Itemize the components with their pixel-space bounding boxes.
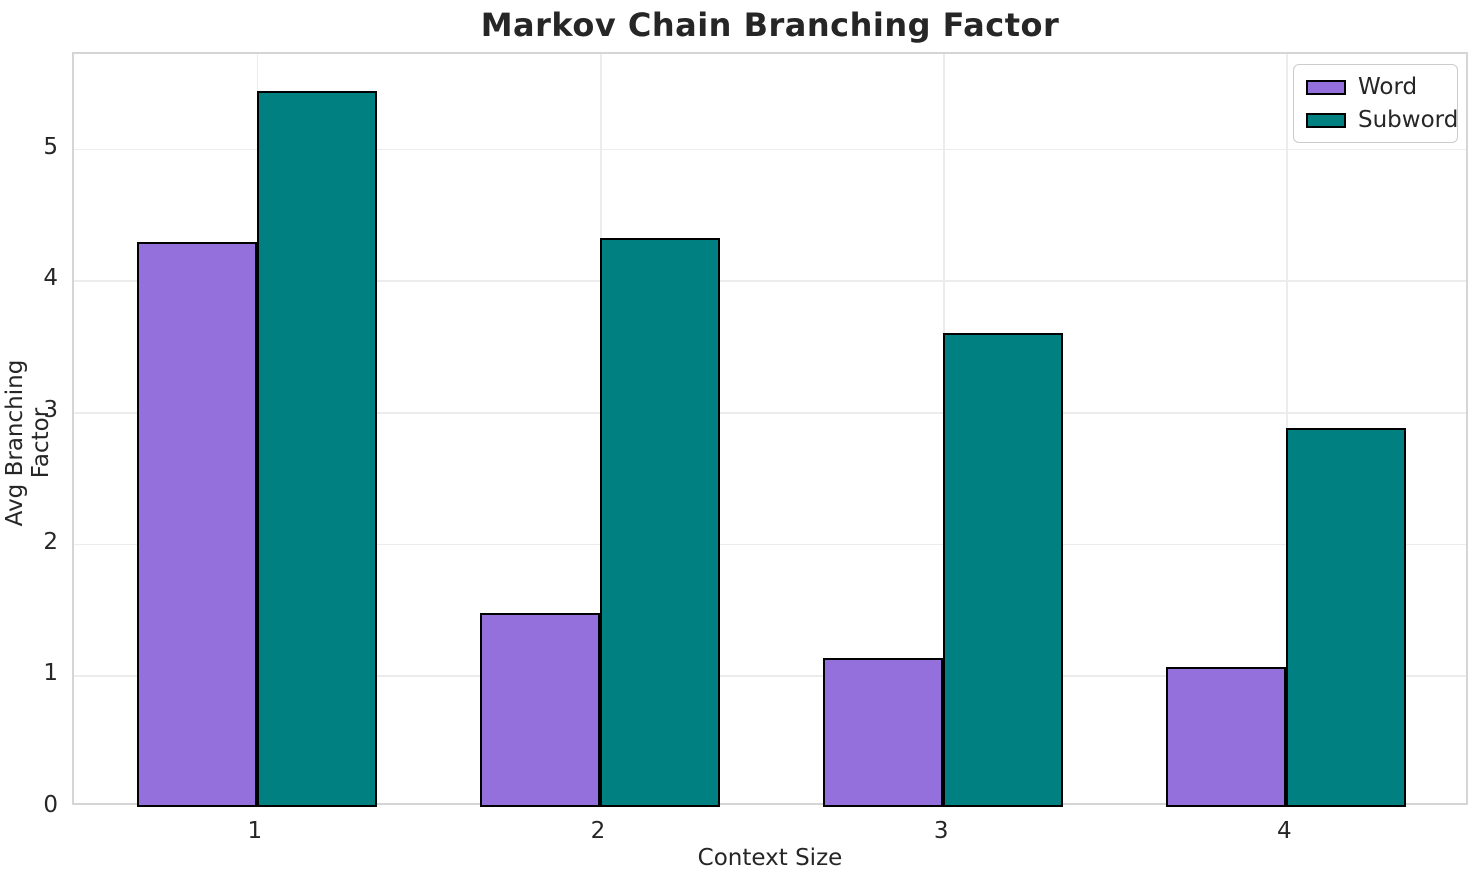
legend-swatch-word — [1306, 79, 1346, 95]
x-tick-label-4: 4 — [1276, 818, 1292, 844]
x-tick-label-3: 3 — [933, 818, 949, 844]
gridline-y-3 — [74, 412, 1466, 414]
y-tick-label-0: 0 — [43, 792, 58, 818]
bar-subword-4 — [1286, 427, 1407, 807]
y-axis-label: Avg Branching Factor — [2, 359, 54, 527]
x-tick-label-1: 1 — [247, 818, 263, 844]
legend-item-word: Word — [1306, 74, 1445, 100]
gridline-y-1 — [74, 675, 1466, 677]
bar-subword-3 — [943, 333, 1064, 807]
legend-label-subword: Subword — [1358, 107, 1459, 133]
y-tick-label-3: 3 — [43, 397, 58, 424]
bar-word-4 — [1166, 667, 1287, 807]
y-tick-label-4: 4 — [43, 265, 58, 292]
x-tick-label-2: 2 — [590, 818, 606, 844]
bar-word-1 — [136, 242, 257, 807]
legend: Word Subword — [1293, 64, 1458, 143]
gridline-y-5 — [74, 148, 1466, 151]
x-axis-label: Context Size — [697, 845, 843, 871]
gridline-y-2 — [74, 543, 1466, 546]
y-tick-label-1: 1 — [43, 660, 58, 687]
plot-area — [72, 52, 1468, 807]
legend-item-subword: Subword — [1306, 107, 1458, 133]
bar-subword-2 — [600, 238, 720, 807]
y-tick-label-2: 2 — [43, 528, 58, 555]
bar-word-2 — [480, 613, 600, 807]
gridline-y-4 — [74, 280, 1466, 282]
legend-swatch-subword — [1306, 112, 1346, 128]
y-tick-label-5: 5 — [43, 133, 58, 160]
legend-label-word: Word — [1358, 74, 1418, 100]
bar-subword-1 — [256, 90, 377, 807]
bar-word-3 — [823, 658, 944, 807]
chart-title: Markov Chain Branching Factor — [480, 6, 1060, 44]
